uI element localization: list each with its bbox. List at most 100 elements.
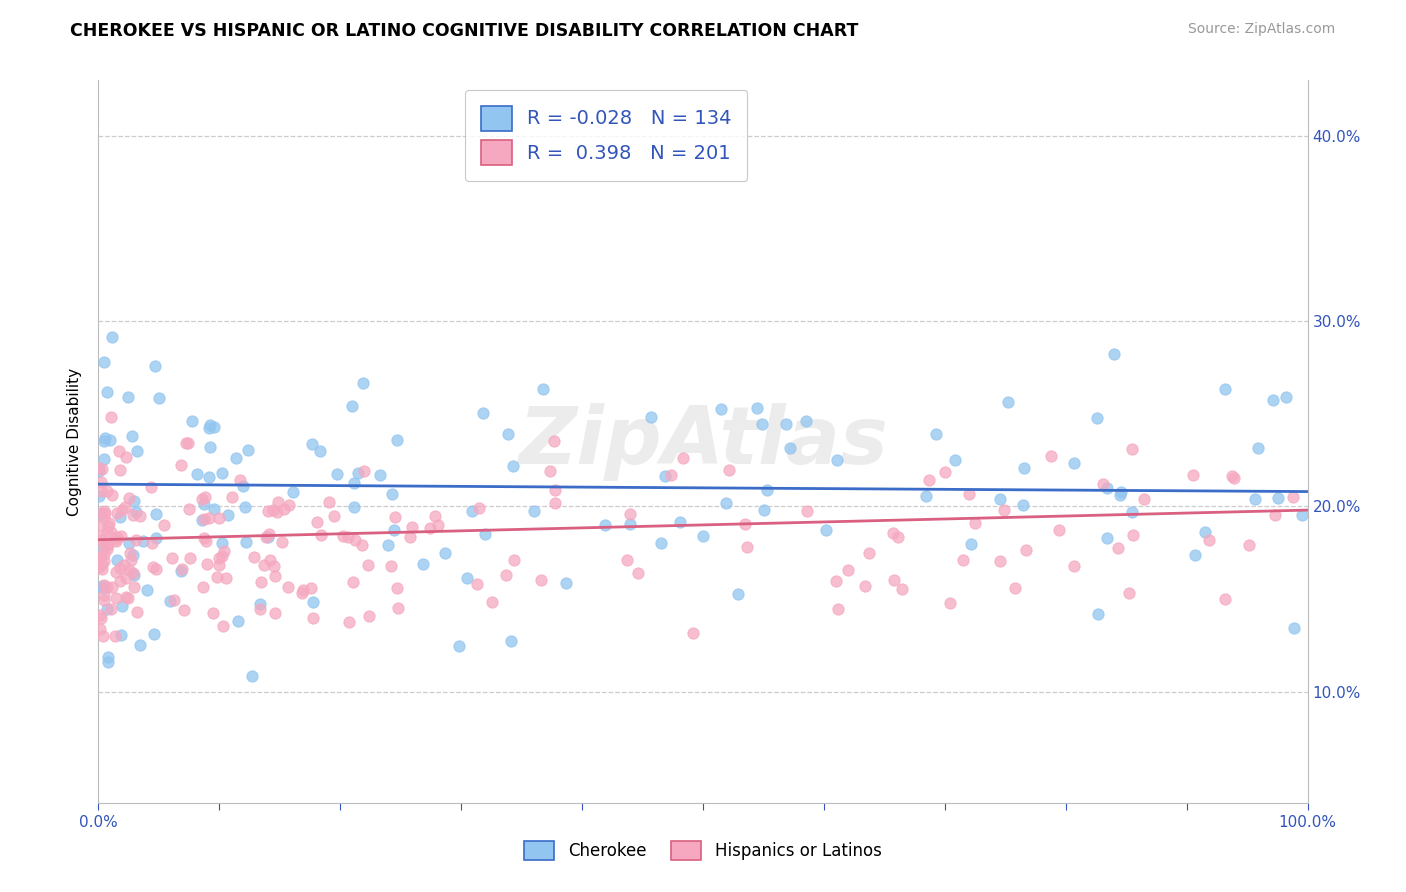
- Point: [1015, 543, 1038, 558]
- Point: [988, 553, 1011, 567]
- Point: [253, 558, 276, 572]
- Point: [112, 558, 135, 573]
- Point: [1107, 541, 1129, 555]
- Point: [291, 586, 314, 600]
- Point: [384, 509, 406, 524]
- Point: [1213, 382, 1236, 396]
- Point: [449, 639, 471, 653]
- Point: [481, 594, 503, 608]
- Point: [98, 516, 121, 531]
- Point: [1223, 471, 1246, 485]
- Point: [114, 500, 136, 515]
- Point: [751, 417, 773, 431]
- Point: [531, 382, 554, 396]
- Point: [257, 530, 280, 544]
- Point: [256, 504, 278, 518]
- Point: [143, 359, 166, 374]
- Point: [1063, 456, 1085, 470]
- Point: [710, 401, 733, 416]
- Point: [495, 567, 517, 582]
- Point: [890, 582, 912, 597]
- Point: [173, 603, 195, 617]
- Point: [121, 429, 143, 443]
- Point: [221, 490, 243, 504]
- Point: [96, 538, 118, 552]
- Point: [89, 528, 111, 542]
- Point: [273, 502, 295, 516]
- Point: [412, 558, 434, 572]
- Point: [114, 591, 136, 605]
- Point: [170, 458, 193, 472]
- Point: [426, 518, 449, 533]
- Point: [114, 571, 136, 585]
- Point: [1039, 449, 1062, 463]
- Point: [94, 506, 117, 520]
- Point: [718, 463, 741, 477]
- Point: [734, 516, 756, 531]
- Point: [91, 582, 114, 596]
- Point: [143, 627, 166, 641]
- Point: [235, 534, 257, 549]
- Point: [619, 517, 641, 532]
- Point: [91, 558, 114, 572]
- Point: [264, 569, 287, 583]
- Point: [1181, 468, 1204, 483]
- Point: [292, 583, 315, 598]
- Point: [249, 602, 271, 616]
- Point: [104, 566, 127, 580]
- Point: [263, 606, 285, 620]
- Point: [960, 537, 983, 551]
- Point: [93, 354, 115, 368]
- Point: [498, 426, 520, 441]
- Point: [191, 492, 214, 507]
- Point: [858, 546, 880, 560]
- Point: [122, 580, 145, 594]
- Point: [381, 487, 404, 501]
- Point: [1011, 499, 1033, 513]
- Point: [198, 421, 221, 435]
- Point: [128, 638, 150, 652]
- Point: [117, 491, 139, 506]
- Point: [382, 523, 405, 537]
- Point: [385, 581, 408, 595]
- Point: [208, 511, 231, 525]
- Point: [543, 483, 565, 497]
- Point: [228, 614, 250, 628]
- Point: [125, 504, 148, 518]
- Point: [233, 500, 256, 514]
- Point: [89, 551, 111, 566]
- Point: [1087, 607, 1109, 621]
- Point: [122, 548, 145, 562]
- Point: [1102, 347, 1125, 361]
- Point: [343, 476, 366, 491]
- Text: Source: ZipAtlas.com: Source: ZipAtlas.com: [1188, 22, 1336, 37]
- Point: [307, 515, 329, 529]
- Point: [100, 329, 122, 343]
- Point: [668, 515, 690, 529]
- Y-axis label: Cognitive Disability: Cognitive Disability: [67, 368, 83, 516]
- Point: [461, 503, 484, 517]
- Point: [110, 628, 132, 642]
- Point: [344, 533, 367, 547]
- Point: [1095, 531, 1118, 545]
- Point: [502, 553, 524, 567]
- Point: [502, 459, 524, 474]
- Point: [347, 466, 370, 480]
- Point: [193, 512, 215, 526]
- Point: [93, 629, 115, 643]
- Point: [240, 669, 263, 683]
- Point: [302, 610, 325, 624]
- Point: [93, 451, 115, 466]
- Point: [114, 450, 136, 464]
- Point: [957, 487, 980, 501]
- Point: [125, 533, 148, 547]
- Point: [148, 391, 170, 405]
- Point: [193, 497, 215, 511]
- Point: [122, 494, 145, 508]
- Point: [474, 526, 496, 541]
- Point: [90, 579, 112, 593]
- Point: [202, 420, 225, 434]
- Point: [122, 567, 145, 582]
- Point: [943, 453, 966, 467]
- Point: [692, 529, 714, 543]
